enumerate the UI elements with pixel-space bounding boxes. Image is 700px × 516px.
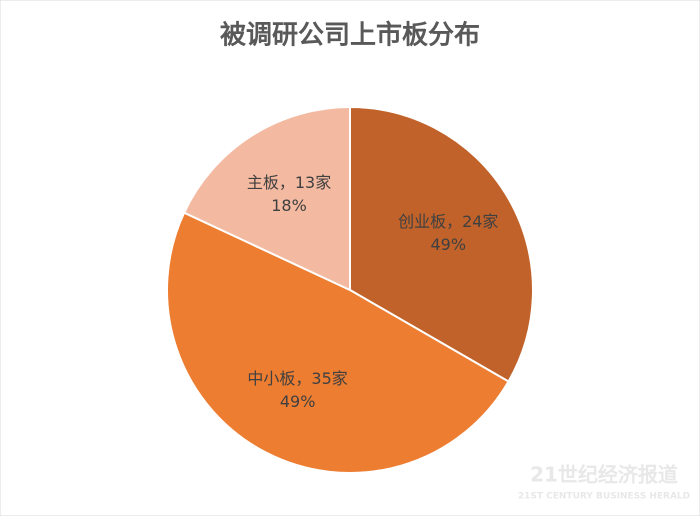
watermark-sub: 21ST CENTURY BUSINESS HERALD: [518, 492, 690, 502]
watermark: 21世纪经济报道: [530, 463, 678, 487]
slice-label: 创业板，24家: [398, 212, 498, 231]
pie-slice: [166, 211, 510, 474]
slice-label: 中小板，35家: [247, 369, 347, 388]
slice-percent: 49%: [430, 235, 466, 254]
slice-percent: 18%: [271, 196, 307, 215]
pie-slice: [182, 105, 351, 292]
pie-slice: [349, 105, 534, 383]
slice-percent: 49%: [280, 392, 316, 411]
chart-title: 被调研公司上市板分布: [220, 20, 480, 51]
slice-label: 主板，13家: [247, 173, 331, 192]
